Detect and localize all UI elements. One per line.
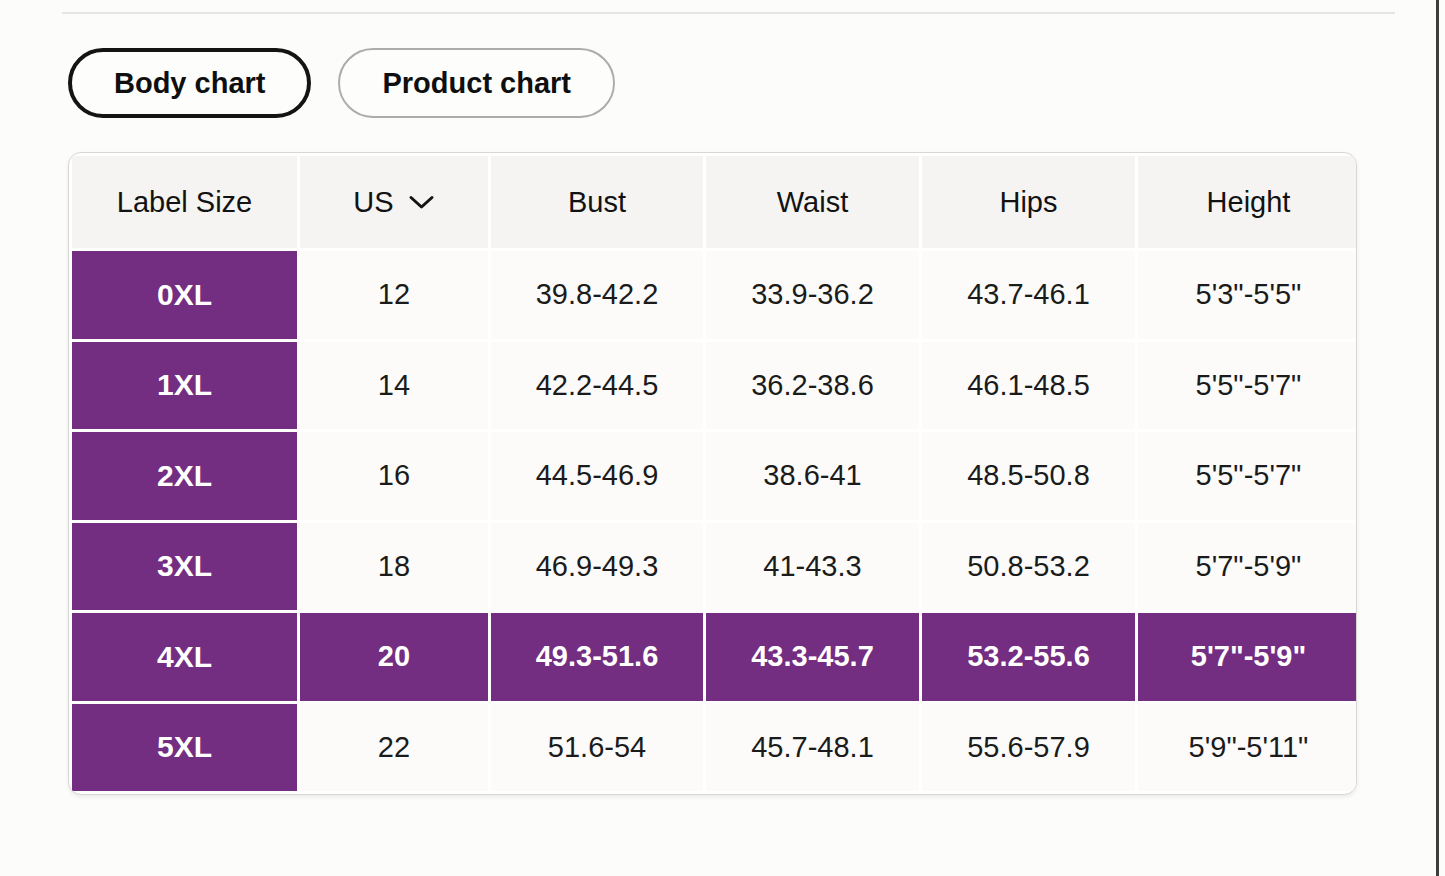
height-cell[interactable]: 5'9"-5'11" bbox=[1138, 704, 1357, 792]
col-header-hips: Hips bbox=[922, 156, 1135, 248]
label-size-cell[interactable]: 1XL bbox=[72, 342, 297, 430]
col-header-waist: Waist bbox=[706, 156, 919, 248]
bust-cell[interactable]: 42.2-44.5 bbox=[491, 342, 703, 430]
waist-cell[interactable]: 43.3-45.7 bbox=[706, 613, 919, 701]
height-cell[interactable]: 5'3"-5'5" bbox=[1138, 251, 1357, 339]
table-row[interactable]: 0XL 12 39.8-42.2 33.9-36.2 43.7-46.1 5'3… bbox=[72, 251, 1357, 339]
height-cell[interactable]: 5'5"-5'7" bbox=[1138, 342, 1357, 430]
hips-cell[interactable]: 46.1-48.5 bbox=[922, 342, 1135, 430]
us-cell[interactable]: 16 bbox=[300, 432, 488, 520]
us-cell[interactable]: 20 bbox=[300, 613, 488, 701]
col-header-bust: Bust bbox=[491, 156, 703, 248]
label-size-cell[interactable]: 5XL bbox=[72, 704, 297, 792]
chart-tabs: Body chart Product chart bbox=[68, 48, 615, 118]
chevron-down-icon bbox=[408, 194, 435, 211]
hips-cell[interactable]: 48.5-50.8 bbox=[922, 432, 1135, 520]
height-cell[interactable]: 5'7"-5'9" bbox=[1138, 523, 1357, 611]
us-cell[interactable]: 22 bbox=[300, 704, 488, 792]
label-size-cell[interactable]: 2XL bbox=[72, 432, 297, 520]
label-size-cell[interactable]: 4XL bbox=[72, 613, 297, 701]
height-cell[interactable]: 5'5"-5'7" bbox=[1138, 432, 1357, 520]
waist-cell[interactable]: 38.6-41 bbox=[706, 432, 919, 520]
waist-cell[interactable]: 41-43.3 bbox=[706, 523, 919, 611]
hips-cell[interactable]: 53.2-55.6 bbox=[922, 613, 1135, 701]
table-row[interactable]: 2XL 16 44.5-46.9 38.6-41 48.5-50.8 5'5"-… bbox=[72, 432, 1357, 520]
col-header-us-dropdown[interactable]: US bbox=[300, 156, 488, 248]
hips-cell[interactable]: 50.8-53.2 bbox=[922, 523, 1135, 611]
col-header-height: Height bbox=[1138, 156, 1357, 248]
bust-cell[interactable]: 51.6-54 bbox=[491, 704, 703, 792]
bust-cell[interactable]: 49.3-51.6 bbox=[491, 613, 703, 701]
us-cell[interactable]: 12 bbox=[300, 251, 488, 339]
waist-cell[interactable]: 36.2-38.6 bbox=[706, 342, 919, 430]
us-cell[interactable]: 14 bbox=[300, 342, 488, 430]
table-row[interactable]: 3XL 18 46.9-49.3 41-43.3 50.8-53.2 5'7"-… bbox=[72, 523, 1357, 611]
bust-cell[interactable]: 46.9-49.3 bbox=[491, 523, 703, 611]
height-cell[interactable]: 5'7"-5'9" bbox=[1138, 613, 1357, 701]
waist-cell[interactable]: 45.7-48.1 bbox=[706, 704, 919, 792]
col-header-label-size: Label Size bbox=[72, 156, 297, 248]
table-row[interactable]: 5XL 22 51.6-54 45.7-48.1 55.6-57.9 5'9"-… bbox=[72, 704, 1357, 792]
bust-cell[interactable]: 44.5-46.9 bbox=[491, 432, 703, 520]
table-row-selected[interactable]: 4XL 20 49.3-51.6 43.3-45.7 53.2-55.6 5'7… bbox=[72, 613, 1357, 701]
tab-product-chart[interactable]: Product chart bbox=[338, 48, 615, 118]
size-chart-table: Label Size US Bust Waist Hips Height bbox=[68, 152, 1357, 795]
label-size-cell[interactable]: 3XL bbox=[72, 523, 297, 611]
table-row[interactable]: 1XL 14 42.2-44.5 36.2-38.6 46.1-48.5 5'5… bbox=[72, 342, 1357, 430]
label-size-cell[interactable]: 0XL bbox=[72, 251, 297, 339]
bust-cell[interactable]: 39.8-42.2 bbox=[491, 251, 703, 339]
window-edge-line bbox=[1436, 0, 1439, 876]
tab-body-chart[interactable]: Body chart bbox=[68, 48, 311, 118]
top-divider bbox=[62, 12, 1395, 14]
us-cell[interactable]: 18 bbox=[300, 523, 488, 611]
hips-cell[interactable]: 43.7-46.1 bbox=[922, 251, 1135, 339]
waist-cell[interactable]: 33.9-36.2 bbox=[706, 251, 919, 339]
unit-selected-label: US bbox=[353, 186, 393, 219]
hips-cell[interactable]: 55.6-57.9 bbox=[922, 704, 1135, 792]
header-row: Label Size US Bust Waist Hips Height bbox=[72, 156, 1357, 248]
